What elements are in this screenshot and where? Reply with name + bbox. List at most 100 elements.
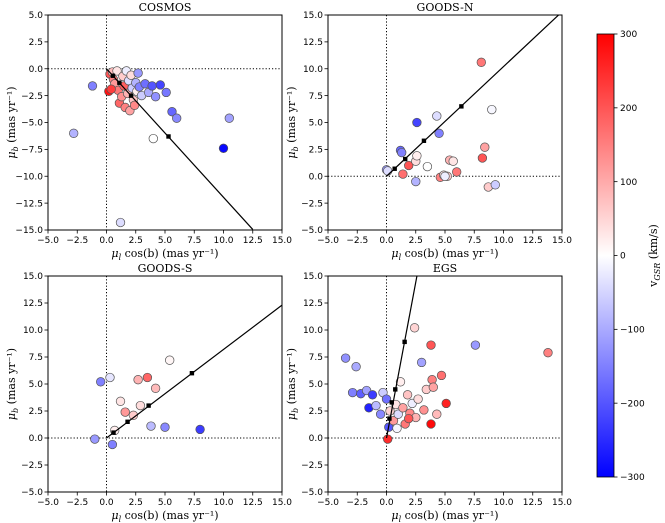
x-tick-label: −2.5 — [346, 236, 368, 246]
data-point — [69, 128, 79, 138]
panel-goods-s: −5.0 −2.5 0.0 2.5 5.0 7.5 10.0 12.5 15.0 −5.0 −2.5… — [5, 262, 292, 523]
trend-line — [106, 304, 282, 439]
x-tick-label: 5.0 — [438, 236, 453, 246]
data-point — [224, 113, 234, 123]
x-axis-label: μl cos(b) (mas yr⁻¹) — [391, 509, 498, 523]
x-tick-label: 12.5 — [243, 498, 263, 508]
x-tick-label: 5.0 — [158, 236, 173, 246]
trend — [385, 276, 418, 439]
plot-frame — [327, 275, 563, 493]
y-tick-label: 0.0 — [29, 65, 44, 75]
data-point — [167, 107, 177, 117]
x-tick-label: 15.0 — [272, 236, 292, 246]
trend-marker — [389, 400, 394, 405]
data-point — [477, 153, 488, 163]
y-tick-label: −12.5 — [15, 199, 43, 209]
data-point — [347, 387, 358, 398]
panel-title: GOODS-S — [138, 262, 193, 275]
data-point — [490, 180, 500, 190]
y-tick-label: −2.5 — [21, 461, 43, 471]
y-tick-label: 0.0 — [309, 172, 324, 182]
data-point — [96, 377, 106, 387]
data-point — [106, 84, 116, 94]
points — [381, 57, 500, 192]
y-tick-label: 0.0 — [29, 434, 44, 444]
x-tick-label: −5.0 — [317, 498, 339, 508]
y-axis-label: μb (mas yr⁻¹) — [5, 86, 20, 158]
points — [90, 355, 205, 450]
y-tick-label: 5.0 — [309, 119, 324, 129]
data-point — [402, 390, 413, 400]
plot-frame — [47, 14, 283, 231]
x-tick-label: 10.0 — [213, 236, 233, 246]
data-point — [426, 340, 436, 350]
data-point — [142, 372, 153, 383]
panel-goods-n: −5.0 −2.5 0.0 2.5 5.0 7.5 10.0 12.5 15.0 −5.0 −2.5… — [285, 1, 572, 262]
data-point — [371, 400, 381, 411]
plot-frame — [47, 275, 283, 493]
data-point — [409, 323, 420, 333]
plot-frame — [327, 14, 563, 231]
data-point — [422, 161, 433, 172]
trend — [386, 15, 560, 177]
x-tick-label: 2.5 — [129, 498, 143, 508]
y-tick-label: −5.0 — [21, 488, 43, 498]
x-tick-label: 12.5 — [523, 236, 543, 246]
trend-marker — [393, 387, 398, 392]
data-point — [381, 394, 392, 404]
x-tick-label: 15.0 — [272, 498, 292, 508]
data-point — [398, 403, 408, 413]
panel-title: EGS — [433, 262, 457, 275]
data-point — [90, 434, 100, 444]
x-axis-label: μl cos(b) (mas yr⁻¹) — [391, 247, 498, 262]
x-tick-label: 0.0 — [379, 236, 394, 246]
trend-marker — [459, 104, 464, 109]
x-tick-label: −5.0 — [317, 236, 339, 246]
x-tick-label: 0.0 — [99, 498, 114, 508]
data-point — [392, 423, 402, 433]
trend-marker — [146, 403, 151, 408]
panel-title: GOODS-N — [417, 1, 474, 14]
data-point — [411, 176, 421, 187]
data-point — [432, 111, 442, 121]
y-tick-label: 12.5 — [23, 299, 43, 309]
y-axis-label: μb (mas yr⁻¹) — [285, 348, 300, 420]
y-tick-label: −5.0 — [21, 119, 43, 129]
x-tick-label: 12.5 — [243, 236, 263, 246]
x-tick-label: 2.5 — [129, 236, 143, 246]
data-point — [155, 80, 165, 90]
data-point — [148, 133, 158, 144]
colorbar-gradient — [596, 33, 615, 478]
trend-marker — [402, 339, 407, 345]
colorbar-tick-label: 200 — [620, 104, 637, 114]
colorbar-tick-label: 0 — [620, 252, 626, 262]
data-point — [375, 409, 386, 419]
x-tick-label: 7.5 — [187, 236, 201, 246]
trend-marker — [387, 416, 392, 421]
data-point — [440, 171, 450, 181]
y-tick-label: 2.5 — [309, 146, 323, 156]
x-tick-label: 15.0 — [552, 236, 572, 246]
y-tick-label: −5.0 — [301, 488, 323, 498]
x-tick-label: 7.5 — [467, 498, 481, 508]
data-point — [150, 92, 161, 102]
trend-marker — [166, 134, 171, 139]
y-tick-label: −10.0 — [15, 172, 43, 182]
trend-line — [385, 276, 418, 439]
trend-marker — [392, 166, 397, 171]
trend-marker — [128, 93, 134, 98]
data-point — [412, 117, 422, 128]
y-tick-label: 2.5 — [29, 407, 43, 417]
trend-marker — [111, 430, 116, 435]
data-point — [419, 405, 429, 415]
y-tick-label: 15.0 — [23, 272, 43, 282]
data-point — [150, 383, 161, 393]
x-tick-label: 10.0 — [493, 498, 513, 508]
data-point — [147, 81, 157, 91]
x-tick-label: 7.5 — [187, 498, 201, 508]
colorbar-tick-label: −200 — [620, 399, 645, 409]
data-point — [476, 57, 486, 67]
data-point — [432, 409, 442, 419]
panel-egs: −5.0 −2.5 0.0 2.5 5.0 7.5 10.0 12.5 15.0 −5.0 −2.5… — [285, 262, 572, 523]
data-point — [135, 400, 146, 411]
